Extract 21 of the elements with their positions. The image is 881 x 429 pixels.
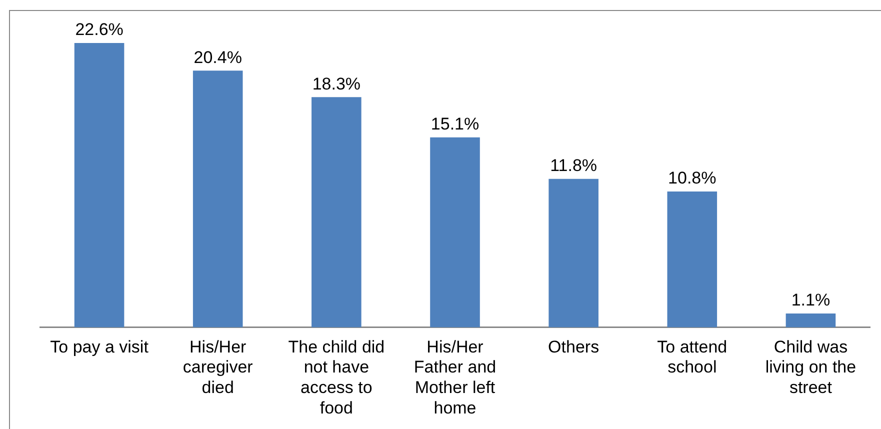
data-label: 11.8% bbox=[550, 156, 598, 176]
bar bbox=[192, 70, 243, 328]
bar bbox=[786, 314, 836, 328]
bar bbox=[667, 191, 718, 328]
x-tick-label: Others bbox=[548, 337, 600, 356]
data-label: 22.6% bbox=[75, 20, 124, 40]
bar bbox=[548, 178, 598, 328]
x-tick-label: His/Her Father and Mother left home bbox=[414, 337, 496, 418]
bar bbox=[74, 43, 124, 328]
data-label: 18.3% bbox=[312, 74, 361, 94]
x-tick-label: Child was living on the street bbox=[765, 337, 856, 398]
bar bbox=[430, 137, 480, 328]
x-tick-label: To pay a visit bbox=[50, 337, 149, 356]
x-tick-label: The child did not have access to food bbox=[288, 337, 385, 418]
data-label: 20.4% bbox=[194, 48, 242, 67]
x-tick-label: To attend school bbox=[657, 337, 728, 377]
data-label: 10.8% bbox=[668, 168, 716, 188]
bar bbox=[312, 97, 362, 328]
data-label: 1.1% bbox=[791, 290, 830, 310]
data-label: 15.1% bbox=[430, 114, 480, 134]
x-tick-label: His/Her caregiver died bbox=[182, 337, 254, 398]
